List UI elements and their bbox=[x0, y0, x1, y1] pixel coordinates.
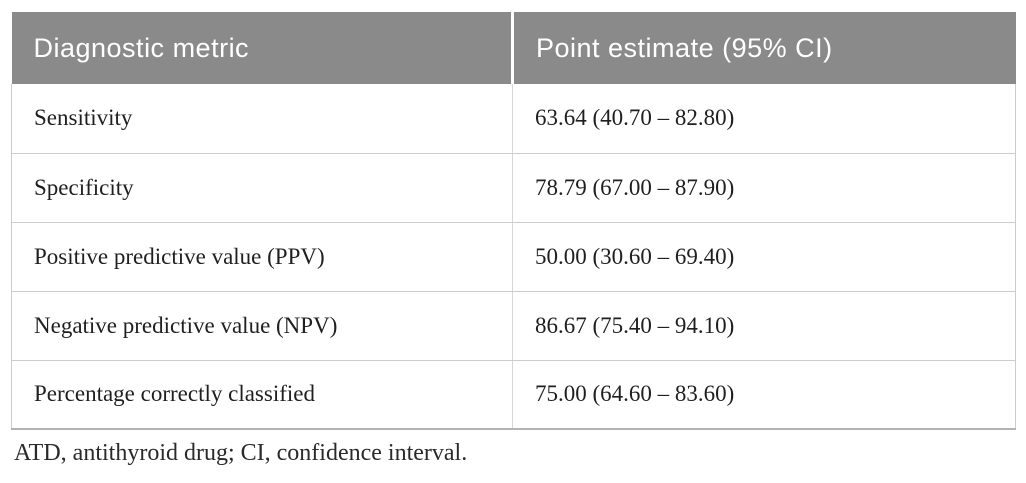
value-cell-specificity: 78.79 (67.00 – 87.90) bbox=[512, 153, 1016, 223]
diagnostic-metrics-table: Diagnostic metric Point estimate (95% CI… bbox=[11, 12, 1016, 430]
table-footnote: ATD, antithyroid drug; CI, confidence in… bbox=[14, 440, 468, 466]
table-row: Positive predictive value (PPV) 50.00 (3… bbox=[11, 222, 1016, 292]
metric-cell-sensitivity: Sensitivity bbox=[11, 84, 513, 154]
column-header-diagnostic-metric: Diagnostic metric bbox=[11, 12, 514, 84]
table-row: Specificity 78.79 (67.00 – 87.90) bbox=[11, 153, 1016, 223]
value-cell-npv: 86.67 (75.40 – 94.10) bbox=[512, 291, 1016, 361]
header-row: Diagnostic metric Point estimate (95% CI… bbox=[11, 12, 1016, 84]
metric-cell-percentage-correct: Percentage correctly classified bbox=[11, 360, 513, 430]
table-row: Negative predictive value (NPV) 86.67 (7… bbox=[11, 291, 1016, 361]
column-header-point-estimate: Point estimate (95% CI) bbox=[512, 12, 1016, 84]
table-header: Diagnostic metric Point estimate (95% CI… bbox=[11, 12, 1016, 84]
metric-cell-specificity: Specificity bbox=[11, 153, 513, 223]
table-body: Sensitivity 63.64 (40.70 – 82.80) Specif… bbox=[11, 84, 1016, 430]
table-row: Sensitivity 63.64 (40.70 – 82.80) bbox=[11, 84, 1016, 154]
value-cell-sensitivity: 63.64 (40.70 – 82.80) bbox=[512, 84, 1016, 154]
value-cell-percentage-correct: 75.00 (64.60 – 83.60) bbox=[512, 360, 1016, 430]
value-cell-ppv: 50.00 (30.60 – 69.40) bbox=[512, 222, 1016, 292]
diagnostic-metrics-table-container: Diagnostic metric Point estimate (95% CI… bbox=[11, 12, 1016, 430]
table-row: Percentage correctly classified 75.00 (6… bbox=[11, 360, 1016, 430]
metric-cell-ppv: Positive predictive value (PPV) bbox=[11, 222, 513, 292]
metric-cell-npv: Negative predictive value (NPV) bbox=[11, 291, 513, 361]
